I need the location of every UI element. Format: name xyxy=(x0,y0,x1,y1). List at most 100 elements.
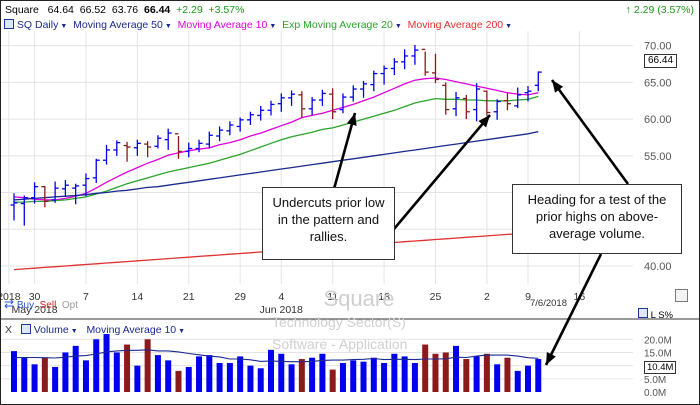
quote-header: Square 64.64 66.52 63.76 66.44 +2.29 +3.… xyxy=(5,4,244,16)
volume-bar xyxy=(185,366,192,392)
volume-bar xyxy=(319,353,326,392)
volume-bar xyxy=(62,352,69,392)
volume-bar xyxy=(154,355,161,392)
volume-bar xyxy=(401,356,408,392)
volume-bar xyxy=(93,339,100,392)
date-tick-label: 4 xyxy=(278,291,284,303)
date-tick-label: 25 xyxy=(430,291,442,303)
date-tick-label: 7 xyxy=(83,291,89,303)
arrow-undercut-1 xyxy=(332,112,357,190)
volume-bar xyxy=(103,334,110,392)
change-percent: +3.57% xyxy=(208,4,245,16)
legend-square-icon xyxy=(4,19,14,29)
volume-bar xyxy=(525,365,531,392)
volume-bar xyxy=(124,344,131,392)
volume-bar xyxy=(381,363,388,392)
ma10-line xyxy=(13,77,539,201)
arrow-price-high-head xyxy=(552,80,564,93)
date-tick-label: 29 xyxy=(234,291,246,303)
date-tag: 7/6/2018 xyxy=(530,298,567,309)
volume-bar xyxy=(411,363,418,392)
date-tick-label: 18 xyxy=(378,291,390,303)
volume-bar xyxy=(11,351,17,392)
arrow-volume-head xyxy=(546,352,556,365)
settings-square-icon[interactable] xyxy=(638,308,648,318)
price-tick-label: 55.00 xyxy=(644,151,672,163)
date-tick-label: 21 xyxy=(183,291,195,303)
volume-bar xyxy=(278,353,285,392)
volume-bar xyxy=(41,357,48,392)
legend-volume-ma10[interactable]: Moving Average 10 ▼ xyxy=(86,324,186,336)
trade-controls: ⇄ Buy Sell Opt xyxy=(4,297,78,311)
change-value: +2.29 xyxy=(176,4,203,16)
dropdown-triangle-icon: ▼ xyxy=(164,23,172,30)
scale-toggle-icon[interactable] xyxy=(675,289,688,302)
volume-tick-label: 0.0M xyxy=(644,388,666,399)
date-tick-label: 2018 xyxy=(0,291,21,303)
right-change-value: 2.29 xyxy=(633,4,655,16)
dropdown-triangle-icon: ▼ xyxy=(70,328,78,335)
volume-bar xyxy=(175,370,182,392)
opt-button[interactable]: Opt xyxy=(61,300,79,311)
volume-bar xyxy=(350,360,357,392)
arrow-undercut-2-head xyxy=(478,115,490,128)
dropdown-triangle-icon: ▼ xyxy=(505,23,513,30)
dropdown-triangle-icon: ▼ xyxy=(394,23,402,30)
volume-bar xyxy=(360,361,367,392)
date-tick-label: 30 xyxy=(29,291,41,303)
price-tick-label: 60.00 xyxy=(644,114,672,126)
volume-bar xyxy=(339,363,346,392)
volume-bar xyxy=(309,357,316,392)
price-tick-label: 70.00 xyxy=(644,41,672,53)
callout-undercut: Undercuts prior low in the pattern and r… xyxy=(262,187,395,260)
volume-tick-label: 5.0M xyxy=(644,375,666,386)
right-change: ↑ 2.29 (3.57%) xyxy=(625,4,694,16)
close-panel-icon[interactable]: X xyxy=(5,324,13,336)
volume-bar xyxy=(442,352,449,392)
volume-bar xyxy=(453,345,460,392)
volume-legend-square-icon xyxy=(20,324,31,334)
arrow-undercut-1-head xyxy=(346,113,357,126)
volume-bar xyxy=(535,359,542,392)
legend-ema20[interactable]: Exp Moving Average 20 ▼ xyxy=(282,19,402,31)
volume-bar xyxy=(432,353,439,392)
volume-bar xyxy=(144,339,151,392)
volume-bar xyxy=(247,365,254,392)
volume-bar xyxy=(52,366,59,392)
refresh-icon[interactable]: ⇄ xyxy=(4,297,15,311)
volume-bar xyxy=(504,357,511,392)
ls-percent-toggle[interactable]: L S% xyxy=(650,310,673,321)
volume-bar xyxy=(21,357,28,392)
volume-bar xyxy=(422,344,429,392)
volume-value-tag: 10.4M xyxy=(644,361,677,374)
callout-heading: Heading for a test of the prior highs on… xyxy=(512,184,682,254)
volume-bar xyxy=(237,356,244,392)
date-tick-label: 14 xyxy=(132,291,144,303)
month-label: Jun 2018 xyxy=(260,304,303,316)
volume-tick-label: 15.0M xyxy=(644,348,672,359)
buy-button[interactable]: Buy xyxy=(16,300,35,311)
volume-bar xyxy=(134,365,141,392)
volume-bar xyxy=(298,359,305,392)
volume-bar xyxy=(31,364,38,392)
volume-bar xyxy=(82,360,89,392)
arrow-undercut-2 xyxy=(393,114,491,230)
close-price: 66.44 xyxy=(144,4,171,16)
dropdown-triangle-icon: ▼ xyxy=(269,23,277,30)
legend-volume[interactable]: Volume ▼ xyxy=(33,324,78,336)
price-tick-label: 40.00 xyxy=(644,261,672,273)
high-price: 66.52 xyxy=(79,4,107,16)
legend-ma200[interactable]: Moving Average 200 ▼ xyxy=(407,19,513,31)
sell-button[interactable]: Sell xyxy=(39,300,57,311)
dropdown-triangle-icon: ▼ xyxy=(60,23,68,30)
legend-ma10[interactable]: Moving Average 10 ▼ xyxy=(177,19,277,31)
volume-bar xyxy=(226,363,233,392)
legend-ma50[interactable]: Moving Average 50 ▼ xyxy=(73,19,172,31)
legend-sq-daily[interactable]: SQ Daily ▼ xyxy=(16,19,68,31)
green-up-arrow-icon: ↑ xyxy=(625,4,631,16)
volume-bar xyxy=(473,356,480,392)
arrow-price-high xyxy=(550,79,630,185)
volume-bar xyxy=(514,370,521,392)
ma50-line xyxy=(13,130,539,201)
volume-bar xyxy=(329,369,336,392)
